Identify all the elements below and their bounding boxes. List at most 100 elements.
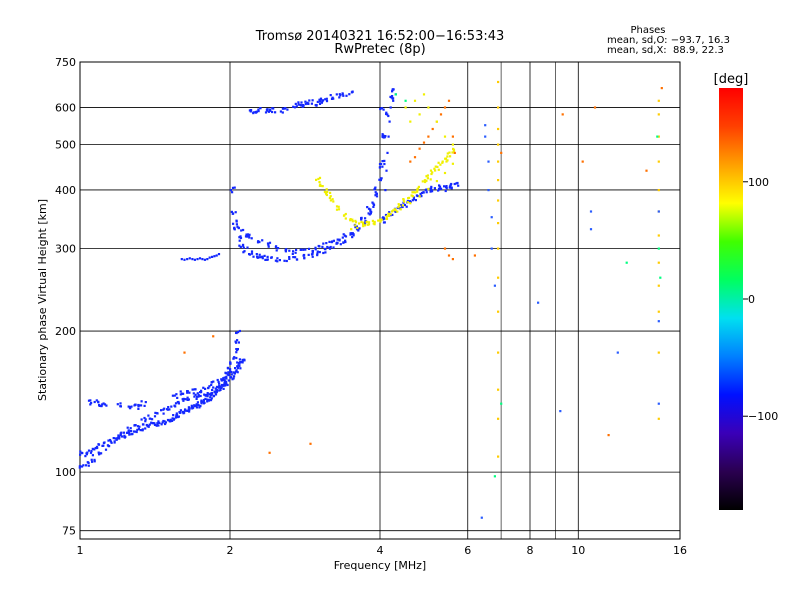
data-point	[209, 399, 213, 402]
data-point	[431, 127, 434, 131]
data-point	[329, 195, 332, 198]
data-point	[109, 438, 112, 442]
data-point	[389, 213, 392, 216]
data-point	[360, 218, 363, 221]
data-point	[402, 198, 405, 201]
data-point	[178, 411, 181, 414]
data-point	[361, 221, 365, 224]
data-point	[302, 104, 305, 107]
data-point	[380, 107, 383, 110]
data-point	[657, 160, 660, 163]
data-point	[321, 99, 325, 102]
data-point	[429, 169, 433, 172]
data-point	[445, 185, 448, 188]
data-point	[399, 208, 402, 211]
data-point	[443, 247, 447, 250]
data-point	[257, 108, 260, 111]
data-point	[338, 238, 341, 241]
data-point	[423, 179, 426, 182]
data-point	[164, 421, 167, 424]
data-point	[439, 163, 442, 166]
data-point	[330, 97, 334, 100]
data-point	[167, 408, 170, 411]
data-point	[367, 221, 371, 224]
data-point	[186, 390, 189, 393]
data-point	[210, 381, 213, 384]
data-point	[187, 398, 190, 401]
data-point	[123, 435, 126, 439]
data-point	[265, 108, 268, 111]
data-point	[153, 423, 157, 426]
data-point	[197, 394, 200, 397]
data-point	[447, 254, 451, 257]
data-point	[322, 251, 325, 255]
data-point	[383, 162, 386, 166]
y-tick-label: 750	[55, 56, 76, 69]
data-point	[197, 403, 200, 406]
data-point	[292, 105, 295, 108]
data-point	[487, 160, 490, 163]
data-point	[657, 402, 660, 405]
data-point	[371, 219, 374, 222]
data-point	[363, 224, 367, 227]
data-point	[157, 424, 160, 427]
data-point	[344, 212, 347, 216]
data-point	[314, 248, 317, 251]
data-point	[349, 218, 352, 221]
data-point	[407, 197, 410, 200]
y-tick-label: 600	[55, 101, 76, 114]
data-point	[410, 194, 413, 197]
data-point	[342, 214, 346, 217]
data-point	[366, 223, 369, 226]
data-point	[150, 421, 153, 424]
data-point	[443, 185, 446, 188]
data-point	[226, 383, 229, 387]
data-point	[197, 395, 200, 398]
data-point	[153, 415, 157, 418]
data-point	[385, 169, 388, 172]
data-point	[187, 406, 190, 409]
data-point	[448, 186, 451, 189]
data-point	[87, 449, 91, 452]
data-point	[169, 420, 172, 423]
data-point	[186, 391, 189, 394]
x-tick-label: 10	[571, 544, 585, 557]
data-point	[318, 98, 321, 101]
colorbar-label: [deg]	[714, 72, 749, 87]
data-point	[281, 111, 284, 114]
data-point	[379, 107, 382, 111]
data-point	[321, 245, 324, 248]
data-point	[418, 195, 421, 198]
data-point	[417, 185, 420, 188]
data-point	[372, 203, 376, 206]
data-point	[320, 101, 323, 104]
data-point	[325, 193, 328, 197]
data-point	[242, 228, 245, 232]
data-point	[377, 219, 380, 222]
data-point	[90, 458, 93, 461]
data-point	[416, 194, 419, 198]
data-point	[435, 120, 438, 123]
data-point	[386, 151, 389, 154]
data-point	[657, 284, 660, 287]
data-point	[179, 409, 182, 412]
data-point	[326, 190, 329, 194]
data-point	[207, 387, 210, 390]
data-point	[200, 389, 203, 392]
data-point	[129, 427, 132, 430]
data-point	[238, 236, 241, 239]
data-point	[430, 188, 433, 191]
data-point	[215, 391, 218, 394]
data-point	[363, 222, 367, 225]
data-point	[657, 351, 660, 354]
data-point	[350, 228, 353, 231]
data-point	[441, 160, 444, 163]
data-point	[318, 102, 322, 105]
data-point	[206, 392, 209, 395]
data-point	[236, 348, 239, 352]
data-point	[171, 417, 174, 420]
data-point	[250, 252, 254, 255]
data-point	[434, 169, 437, 172]
data-point	[221, 378, 224, 381]
data-point	[212, 335, 215, 338]
